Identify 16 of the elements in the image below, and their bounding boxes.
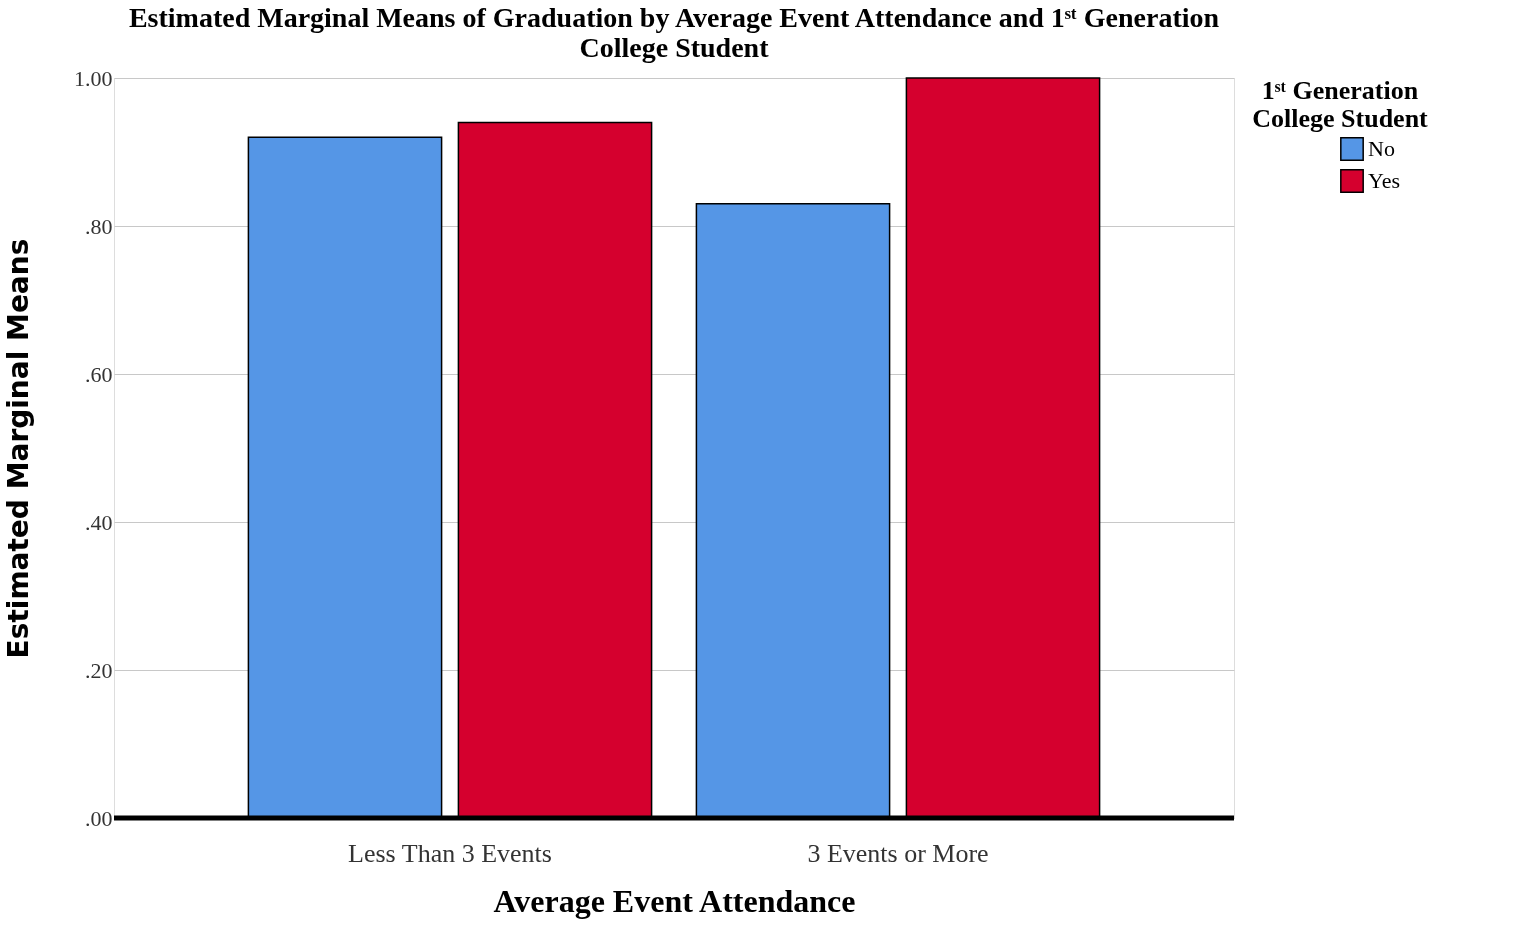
text: Estimated Marginal Means of Graduation by Average Event Attendance and 1ˢᵗ Generation [128, 2, 1220, 33]
y-tick-label: .40 [85, 509, 113, 535]
legend-label: Yes [1368, 168, 1401, 193]
legend-label: No [1368, 136, 1395, 161]
text: College Student [579, 32, 769, 63]
text: 1ˢᵗ Generation [1261, 76, 1419, 105]
y-tick-label: 1.00 [74, 65, 113, 91]
y-axis-title: Estimated Marginal Means [2, 238, 35, 659]
y-tick-label: .20 [85, 657, 113, 683]
x-axis-title: Average Event Attendance [493, 882, 856, 919]
y-tick-label: .80 [85, 213, 113, 239]
x-tick-label: Less Than 3 Events [348, 838, 552, 868]
text: College Student [1252, 104, 1428, 133]
y-tick-label: .60 [85, 361, 113, 387]
y-tick-label: .00 [85, 805, 113, 831]
x-tick-label: 3 Events or More [807, 838, 989, 868]
